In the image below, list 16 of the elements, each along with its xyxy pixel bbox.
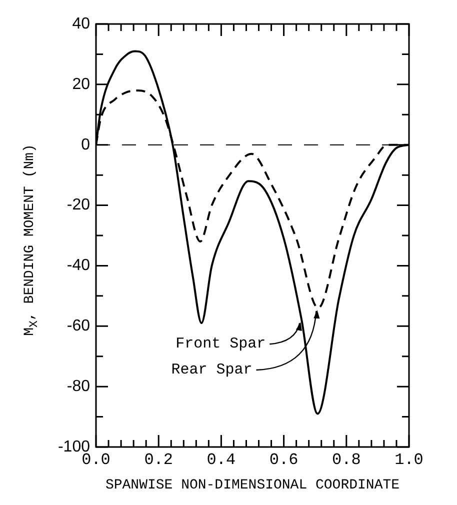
x-tick-label: 0.2 — [144, 450, 174, 469]
x-axis-title: SPANWISE NON-DIMENSIONAL COORDINATE — [105, 477, 400, 494]
y-tick-label: 20 — [72, 76, 90, 93]
y-tick-label: -80 — [66, 378, 90, 395]
annotation: Rear Spar — [171, 362, 252, 378]
x-tick-label: 0.8 — [332, 450, 361, 469]
x-tick-label: 0.4 — [206, 450, 236, 469]
x-tick-label: 1.0 — [394, 450, 424, 469]
x-tick-label: 0.6 — [269, 450, 298, 469]
y-tick-label: 40 — [72, 15, 90, 32]
annotation: Front Spar — [176, 336, 266, 353]
y-tick-label: -20 — [66, 196, 90, 214]
x-tick-label: 0.0 — [82, 450, 110, 469]
y-tick-label: 0 — [81, 136, 90, 154]
y-tick-label: -40 — [66, 257, 90, 274]
y-tick-label: -60 — [66, 318, 90, 335]
